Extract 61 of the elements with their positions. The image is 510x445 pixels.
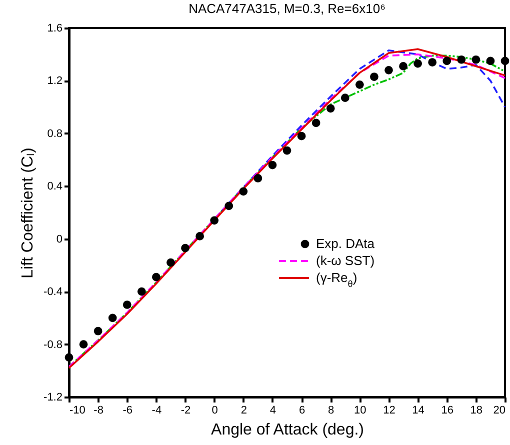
point bbox=[312, 118, 320, 128]
y-axis-title: Lift Coefficient (Cₗ) bbox=[20, 148, 37, 278]
point bbox=[108, 314, 117, 322]
x-tick-label: 6 bbox=[298, 404, 306, 416]
legend-label: Exp. DAta bbox=[316, 236, 376, 251]
x-tick-label: -2 bbox=[180, 404, 191, 416]
x-tick-label: -4 bbox=[152, 404, 162, 416]
x-axis-title: Angle of Attack (deg.) bbox=[211, 422, 364, 438]
point bbox=[500, 56, 510, 66]
point bbox=[196, 232, 204, 240]
x-tick-label: 4 bbox=[270, 404, 276, 416]
point bbox=[384, 66, 393, 74]
point bbox=[166, 258, 175, 267]
legend-label: (k-ω SST) bbox=[316, 253, 375, 268]
point bbox=[137, 287, 146, 296]
y-tick-label: 0 bbox=[56, 233, 62, 246]
point bbox=[486, 56, 495, 66]
point bbox=[370, 72, 378, 81]
legend-label: (γ-Re$_{θ}$) bbox=[316, 270, 358, 289]
y-tick-label: 1.2 bbox=[47, 75, 62, 88]
x-tick-label: 8 bbox=[328, 404, 334, 416]
point bbox=[442, 56, 452, 66]
point bbox=[355, 80, 364, 89]
y-tick-label: 0.8 bbox=[47, 128, 62, 140]
x-tick-label: -6 bbox=[122, 404, 133, 416]
y-tick-label: -0.8 bbox=[44, 338, 62, 351]
x-tick-label: 12 bbox=[383, 404, 396, 416]
y-tick-label: 0.4 bbox=[47, 180, 62, 193]
point bbox=[428, 58, 437, 66]
point bbox=[399, 62, 408, 70]
chart-title: NACA747A315, M=0.3, Re=6x10⁶ bbox=[188, 1, 386, 16]
x-tick-label: 14 bbox=[412, 404, 424, 416]
point bbox=[297, 132, 306, 140]
x-tick-label: 0 bbox=[212, 404, 218, 416]
x-tick-label: 16 bbox=[441, 404, 454, 416]
point bbox=[94, 326, 102, 336]
point bbox=[472, 55, 480, 64]
point bbox=[340, 94, 350, 102]
point bbox=[210, 216, 219, 225]
point bbox=[239, 187, 248, 196]
point bbox=[181, 244, 190, 252]
x-tick-label: 20 bbox=[493, 404, 506, 416]
x-tick-label: 18 bbox=[470, 404, 483, 416]
point bbox=[282, 146, 292, 155]
x-tick-label: 2 bbox=[240, 404, 247, 416]
point bbox=[326, 104, 335, 113]
point bbox=[268, 160, 277, 170]
point bbox=[224, 202, 234, 210]
point bbox=[254, 174, 262, 182]
point bbox=[122, 300, 132, 309]
point bbox=[414, 59, 422, 68]
point bbox=[457, 55, 466, 64]
y-tick-label: 1.6 bbox=[47, 22, 62, 34]
point bbox=[79, 340, 88, 348]
y-tick-label: -1.2 bbox=[44, 392, 62, 404]
point bbox=[64, 353, 74, 362]
x-tick-label: -10 bbox=[70, 404, 86, 416]
point bbox=[152, 272, 160, 282]
y-tick-label: -0.4 bbox=[44, 286, 62, 298]
x-tick-label: 10 bbox=[354, 404, 366, 416]
x-tick-label: -8 bbox=[94, 404, 104, 416]
